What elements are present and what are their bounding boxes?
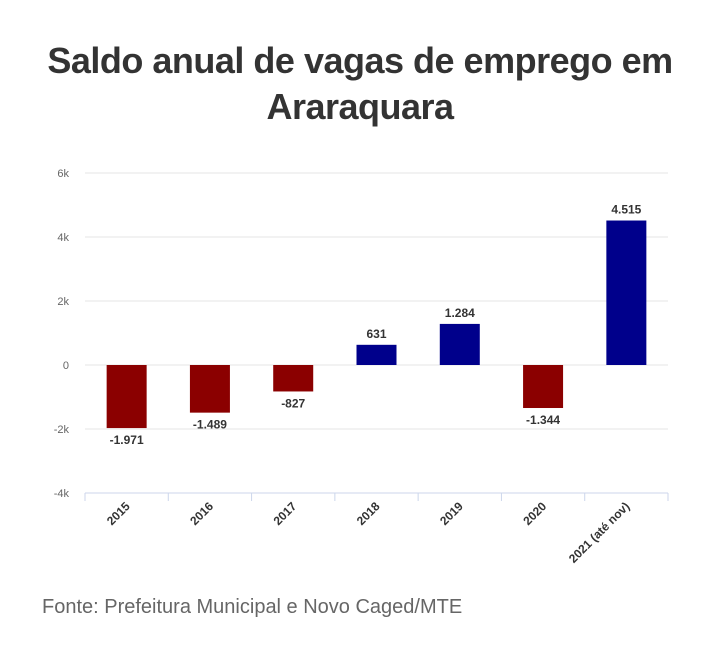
bar: [106, 365, 147, 429]
bar: [606, 220, 647, 365]
y-tick-label: 6k: [57, 168, 69, 180]
bar: [523, 365, 564, 409]
x-tick-label: 2016: [187, 499, 216, 528]
bar: [189, 365, 230, 413]
x-tick-label: 2020: [520, 499, 549, 528]
x-axis: 2015 2016 2017 2018 2019 2020 2021 (até nov): [84, 492, 669, 566]
data-label: -1.489: [193, 418, 227, 432]
data-label: -1.971: [110, 433, 144, 447]
y-tick-label: 0: [63, 360, 69, 372]
y-tick-label: -4k: [54, 488, 70, 500]
source-note: Fonte: Prefeitura Municipal e Novo Caged…: [42, 596, 463, 618]
bar: [439, 323, 480, 365]
x-tick-label: 2018: [354, 499, 383, 528]
bars: -1.971 -1.489 -827 631 1.284 -1.344 4.515: [106, 203, 647, 447]
x-tick-label: 2021 (até nov): [566, 499, 633, 566]
chart-title: Saldo anual de vagas de emprego em Arara…: [47, 40, 673, 127]
x-tick-label: 2017: [271, 499, 300, 528]
bar: [273, 365, 314, 392]
x-tick-label: 2019: [437, 499, 466, 528]
y-tick-label: 2k: [57, 296, 69, 308]
gridlines: [85, 172, 668, 430]
y-tick-label: -2k: [54, 424, 70, 436]
data-label: 1.284: [445, 306, 475, 320]
bar: [356, 344, 397, 365]
data-label: 631: [366, 327, 386, 341]
data-label: -827: [281, 396, 305, 410]
data-label: 4.515: [611, 203, 641, 217]
y-axis-ticks: -4k -2k 0 2k 4k 6k: [54, 168, 70, 500]
data-label: -1.344: [526, 413, 560, 427]
y-tick-label: 4k: [57, 232, 69, 244]
x-tick-label: 2015: [104, 499, 133, 528]
